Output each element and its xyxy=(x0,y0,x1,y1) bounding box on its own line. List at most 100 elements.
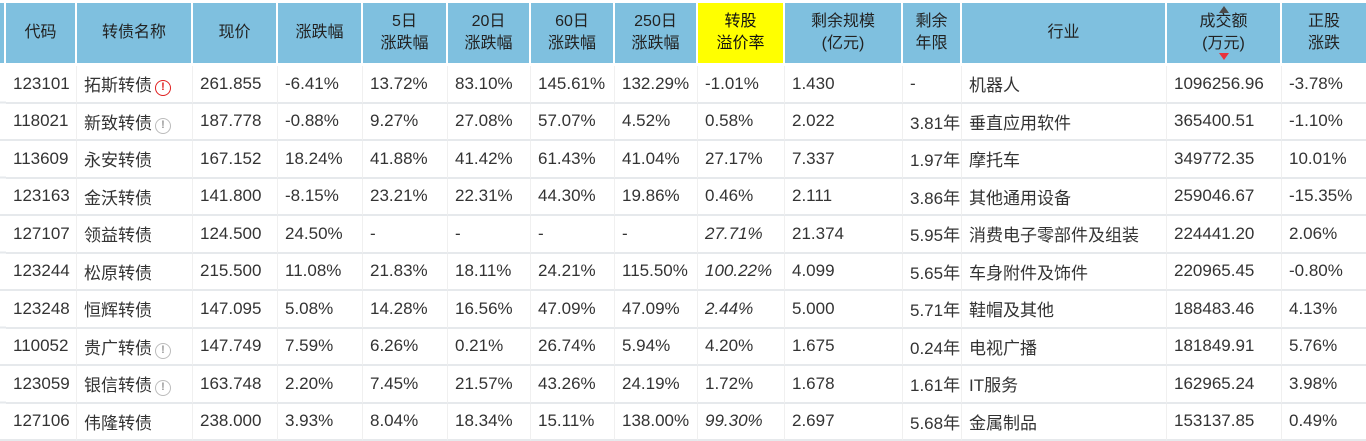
column-header-label: 剩余 xyxy=(915,13,948,31)
cell-chg: 3.93% xyxy=(278,403,363,441)
cell-code[interactable]: 127107 xyxy=(6,216,77,254)
cropped-left-column-rows xyxy=(0,66,6,441)
table-row: 118021 新致转债! 187.778 -0.88% 9.27% 27.08% 57.07… xyxy=(6,103,1366,141)
cell-chg60: 44.30% xyxy=(531,178,615,216)
cell-name[interactable]: 金沃转债 xyxy=(77,178,193,216)
cell-industry: 摩托车 xyxy=(962,141,1167,179)
column-header-years[interactable]: 剩余 年限 xyxy=(903,3,962,66)
column-header-label: 剩余规模 xyxy=(810,13,875,31)
cell-chg: 7.59% xyxy=(278,328,363,366)
cell-industry: IT服务 xyxy=(962,366,1167,404)
cell-name[interactable]: 松原转债 xyxy=(77,253,193,291)
column-header-label: 250日 xyxy=(634,13,677,31)
table-header: 代码 转债名称 现价 涨跌幅 5日 涨跌幅 20日 涨跌幅 60日 涨跌幅 250日 涨跌幅 转股 溢价率… xyxy=(6,3,1366,66)
cell-chg250: 138.00% xyxy=(615,403,698,441)
column-header-label: 涨跌 xyxy=(1307,35,1340,52)
cell-chg20: 0.21% xyxy=(448,328,531,366)
cell-industry: 机器人 xyxy=(962,66,1167,104)
info-alert-icon[interactable]: ! xyxy=(155,80,171,97)
cell-code[interactable]: 123244 xyxy=(6,253,77,291)
column-header-price[interactable]: 现价 xyxy=(193,3,278,66)
column-header-industry[interactable]: 行业 xyxy=(962,3,1167,66)
cell-code[interactable]: 123059 xyxy=(6,366,77,404)
column-header-label: 涨跌幅 xyxy=(380,35,429,52)
info-alert-icon[interactable]: ! xyxy=(155,342,171,359)
cell-chg250: 19.86% xyxy=(615,178,698,216)
cell-years: 5.95年 xyxy=(903,216,962,254)
column-header-label: 20日 xyxy=(471,13,506,31)
cell-years: 3.86年 xyxy=(903,178,962,216)
cell-years: 1.61年 xyxy=(903,366,962,404)
cell-name[interactable]: 拓斯转债! xyxy=(77,66,193,104)
column-header-name[interactable]: 转债名称 xyxy=(77,3,193,66)
column-header-size[interactable]: 剩余规模 (亿元) xyxy=(785,3,903,66)
column-header-chg[interactable]: 涨跌幅 xyxy=(278,3,363,66)
column-header-label: 正股 xyxy=(1307,13,1340,31)
cell-chg250: 47.09% xyxy=(615,291,698,329)
cell-chg250: - xyxy=(615,216,698,254)
cell-name[interactable]: 领益转债 xyxy=(77,216,193,254)
info-alert-icon[interactable]: ! xyxy=(155,380,171,397)
column-header-chg5[interactable]: 5日 涨跌幅 xyxy=(363,3,448,66)
cell-chg20: 21.57% xyxy=(448,366,531,404)
table-body: 123101 拓斯转债! 261.855 -6.41% 13.72% 83.10% 145.… xyxy=(6,66,1366,441)
column-header-turnover[interactable]: 成交额 (万元) xyxy=(1167,3,1282,66)
cell-stockchg: -15.35% xyxy=(1282,178,1366,216)
cell-industry: 电视广播 xyxy=(962,328,1167,366)
column-header-stockchg[interactable]: 正股 涨跌 xyxy=(1282,3,1366,66)
cell-chg20: 22.31% xyxy=(448,178,531,216)
cell-code[interactable]: 118021 xyxy=(6,103,77,141)
cell-chg20: 27.08% xyxy=(448,103,531,141)
cell-name[interactable]: 银信转债! xyxy=(77,366,193,404)
cell-name[interactable]: 伟隆转债 xyxy=(77,403,193,441)
cell-name[interactable]: 恒辉转债 xyxy=(77,291,193,329)
sort-desc-icon-active[interactable] xyxy=(1218,53,1229,60)
column-header-chg20[interactable]: 20日 涨跌幅 xyxy=(448,3,531,66)
cell-price: 167.152 xyxy=(193,141,278,179)
cell-chg60: 57.07% xyxy=(531,103,615,141)
cell-industry: 其他通用设备 xyxy=(962,178,1167,216)
cell-turnover: 220965.45 xyxy=(1167,253,1282,291)
cell-size: 21.374 xyxy=(785,216,903,254)
cell-code[interactable]: 113609 xyxy=(6,141,77,179)
cell-chg250: 132.29% xyxy=(615,66,698,104)
cell-stockchg: -3.78% xyxy=(1282,66,1366,104)
sort-asc-icon[interactable] xyxy=(1218,6,1229,13)
cell-chg5: 6.26% xyxy=(363,328,448,366)
column-header-label: 涨跌幅 xyxy=(547,35,596,52)
cell-premium: 1.72% xyxy=(698,366,785,404)
cell-premium: 0.46% xyxy=(698,178,785,216)
cell-chg: 24.50% xyxy=(278,216,363,254)
cell-premium: 0.58% xyxy=(698,103,785,141)
cell-stockchg: 2.06% xyxy=(1282,216,1366,254)
cell-turnover: 181849.91 xyxy=(1167,328,1282,366)
cell-name[interactable]: 永安转债 xyxy=(77,141,193,179)
cell-name[interactable]: 新致转债! xyxy=(77,103,193,141)
column-header-code[interactable]: 代码 xyxy=(6,3,77,66)
cell-code[interactable]: 123101 xyxy=(6,66,77,104)
cell-name[interactable]: 贵广转债! xyxy=(77,328,193,366)
cell-years: 0.24年 xyxy=(903,328,962,366)
cell-turnover: 188483.46 xyxy=(1167,291,1282,329)
table-row: 123244 松原转债 215.500 11.08% 21.83% 18.11% 24.21… xyxy=(6,253,1366,291)
cell-code[interactable]: 123163 xyxy=(6,178,77,216)
cell-chg: -8.15% xyxy=(278,178,363,216)
column-header-chg250[interactable]: 250日 涨跌幅 xyxy=(615,3,698,66)
cell-size: 1.430 xyxy=(785,66,903,104)
cell-years: 1.97年 xyxy=(903,141,962,179)
cell-industry: 消费电子零部件及组装 xyxy=(962,216,1167,254)
cell-chg5: 41.88% xyxy=(363,141,448,179)
info-alert-icon[interactable]: ! xyxy=(155,117,171,134)
cell-premium: 27.71% xyxy=(698,216,785,254)
column-header-label: 转股 xyxy=(724,13,757,31)
cell-code[interactable]: 123248 xyxy=(6,291,77,329)
column-header-premium[interactable]: 转股 溢价率 xyxy=(698,3,785,66)
cell-industry: 金属制品 xyxy=(962,403,1167,441)
cell-price: 215.500 xyxy=(193,253,278,291)
cell-code[interactable]: 110052 xyxy=(6,328,77,366)
column-header-chg60[interactable]: 60日 涨跌幅 xyxy=(531,3,615,66)
cell-price: 124.500 xyxy=(193,216,278,254)
cell-code[interactable]: 127106 xyxy=(6,403,77,441)
table-row: 123059 银信转债! 163.748 2.20% 7.45% 21.57% 43.26%… xyxy=(6,366,1366,404)
